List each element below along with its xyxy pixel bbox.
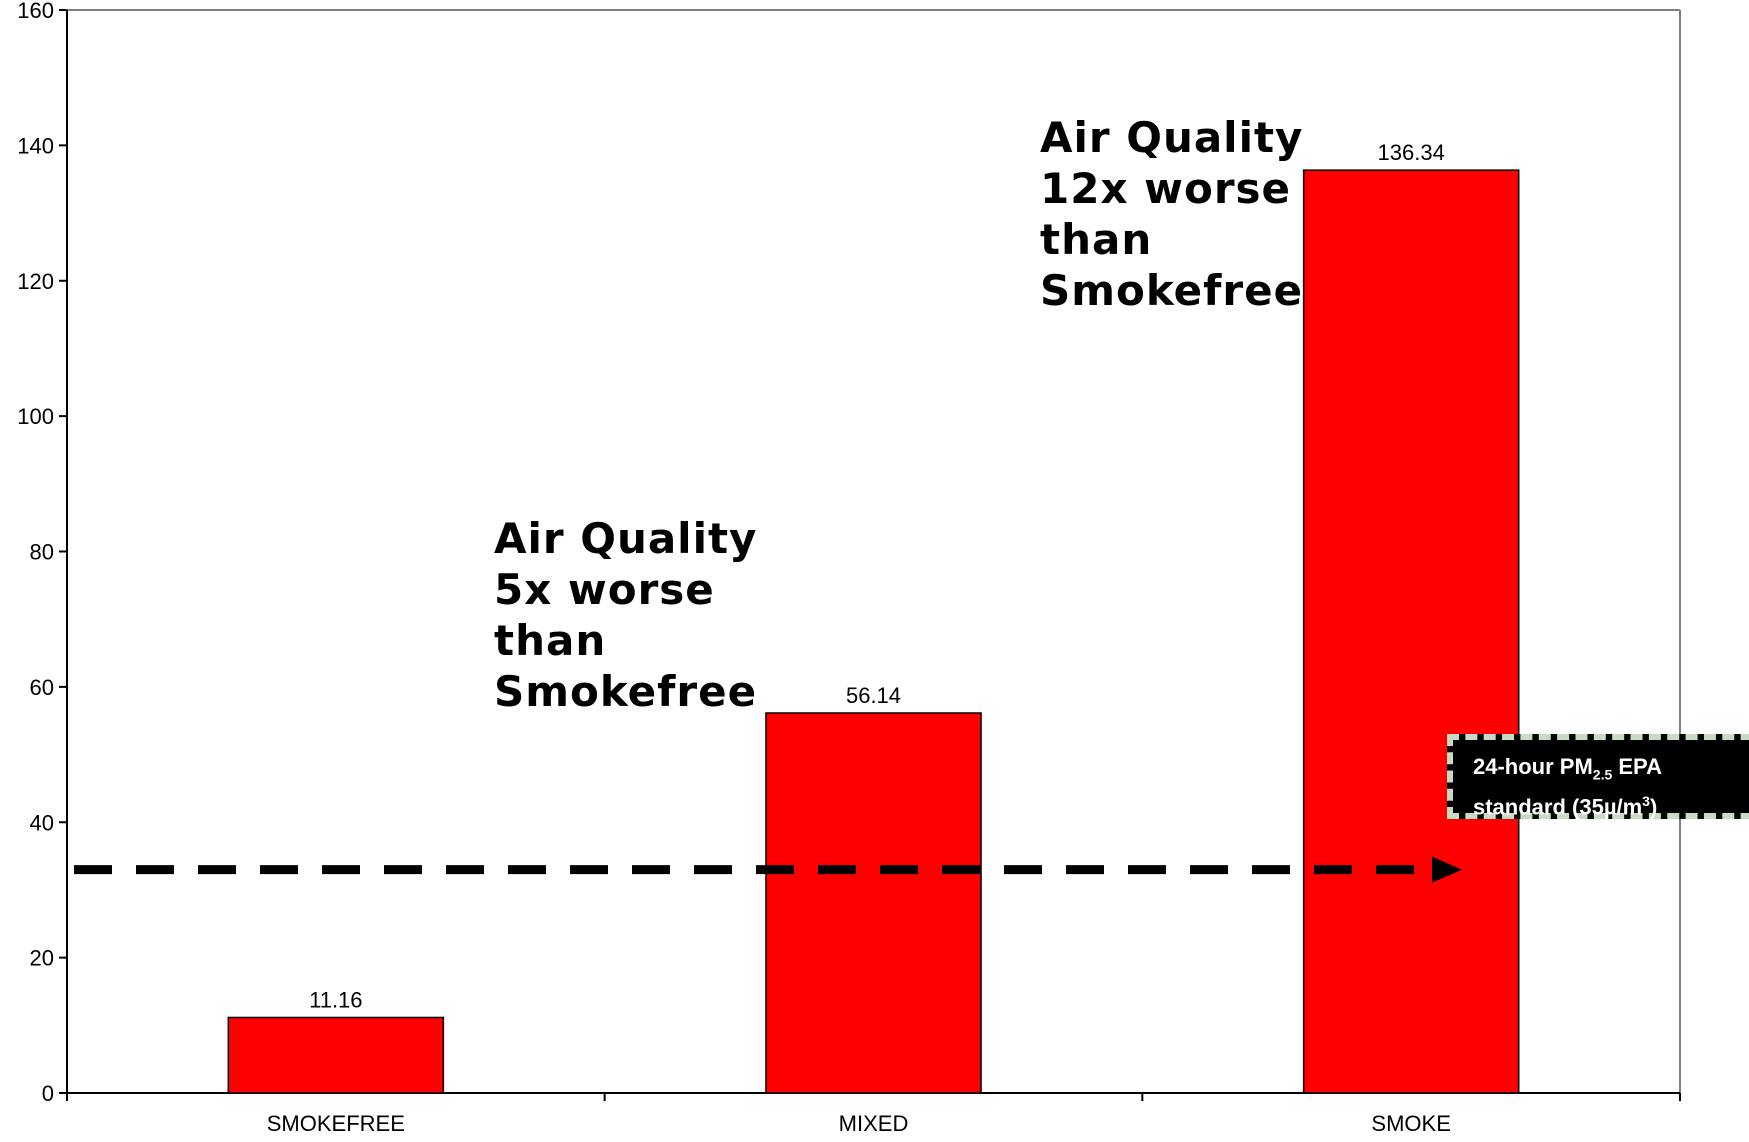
chart-bars: 11.16 56.14 136.34 [227,140,1520,1094]
smoke-annotation-line: Air Quality [1040,113,1304,162]
bar-value-label: 56.14 [846,683,901,708]
y-tick-label: 140 [17,133,54,158]
x-category-label: SMOKE [1371,1111,1450,1136]
bar [227,1016,445,1094]
smoke-annotation-line: 12x worse [1040,164,1292,213]
y-tick-label: 0 [42,1081,54,1106]
mixed-annotation-line: Smokefree [494,667,758,716]
mixed-annotation-line: 5x worse [494,565,715,614]
y-tick-label: 160 [17,0,54,23]
epa-standard-label: 24-hour PM2.5 EPA standard (35µ/m3) [1447,734,1749,820]
mixed-annotation: Air Quality 5x worse than Smokefree [494,513,757,717]
epa-label-text: 24-hour PM [1473,754,1593,779]
bar-value-label: 136.34 [1378,140,1445,165]
y-tick-label: 20 [30,946,54,971]
epa-reference-line [74,856,1462,883]
y-tick-label: 120 [17,269,54,294]
epa-label-text: standard (35µ/m [1473,794,1643,820]
epa-label-text: ) [1649,794,1658,820]
bar [1302,169,1520,1094]
y-tick-label: 40 [30,810,54,835]
epa-label-text: EPA [1612,754,1662,779]
x-category-label: MIXED [839,1111,909,1136]
x-category-label: SMOKEFREE [267,1111,405,1136]
reference-arrowhead [1432,856,1462,883]
epa-label-subscript: 2.5 [1592,766,1613,783]
mixed-annotation-line: Air Quality [494,514,758,563]
bar [765,712,982,1094]
mixed-annotation-line: than [494,616,607,665]
y-tick-label: 80 [30,540,54,565]
smoke-annotation-line: than [1040,215,1153,264]
smoke-annotation-line: Smokefree [1040,266,1304,315]
smoke-annotation: Air Quality 12x worse than Smokefree [1040,112,1303,316]
y-tick-label: 100 [17,404,54,429]
y-tick-label: 60 [30,675,54,700]
bar-value-label: 11.16 [309,987,362,1012]
epa-label-superscript: 3 [1642,793,1650,810]
